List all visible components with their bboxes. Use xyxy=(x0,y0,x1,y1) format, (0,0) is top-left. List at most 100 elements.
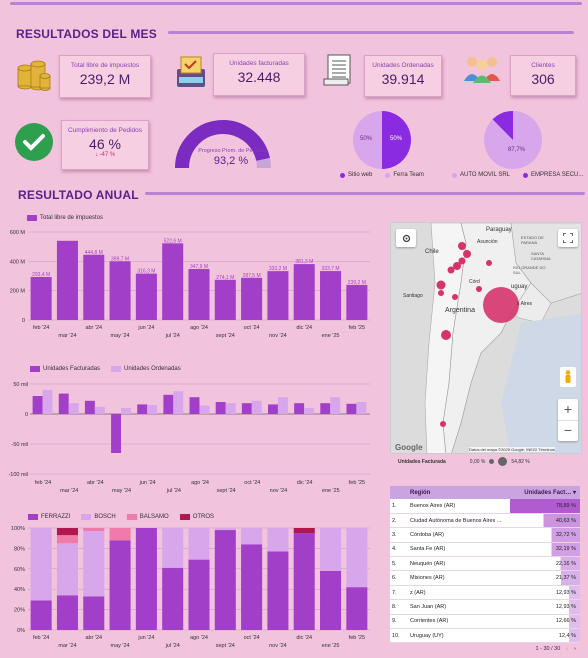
region-cell: 1. Buenos Aires (AR) xyxy=(390,499,510,514)
kpi-value: 306 xyxy=(531,71,555,87)
bar-segment xyxy=(346,528,368,588)
region-name: Ciudad Autónoma de Buenos Aires ... xyxy=(410,517,502,524)
kpi-value: 239,2 M xyxy=(79,71,131,87)
bar xyxy=(330,397,341,414)
bar-segment xyxy=(83,531,105,597)
section-title-month: RESULTADOS DEL MES xyxy=(16,27,157,41)
zoom-in-button[interactable]: + xyxy=(563,401,573,417)
map-scale-max: 54,82 % xyxy=(511,458,530,465)
region-cell: 7. z (AR) xyxy=(390,585,510,601)
row-index: 8. xyxy=(392,603,397,610)
data-label: 287,5 M xyxy=(243,273,261,279)
y-tick-label: 600 M xyxy=(10,230,26,236)
table-row[interactable]: 2. Ciudad Autónoma de Buenos Aires ... 40,… xyxy=(390,513,580,529)
bar xyxy=(267,271,289,320)
legend-swatch xyxy=(179,514,190,520)
chart-marcas[interactable]: 0% 20% 40% 60% 80% 100% feb '24 abr '24 jun '24 a… xyxy=(4,522,376,654)
table-row[interactable]: 3. Córdoba (AR) 32,72 % xyxy=(390,527,580,543)
region-cell: 10. Uruguay (UY) xyxy=(390,628,510,644)
bar xyxy=(199,405,210,414)
prev-page-icon[interactable]: ‹ xyxy=(566,646,569,653)
chart-unidades[interactable]: -100 mil -50 mil 0 50 mil feb '24 abr '24 jun … xyxy=(4,374,376,496)
bar-segment xyxy=(267,551,289,630)
kpi-clientes[interactable]: Clientes 306 xyxy=(510,55,576,96)
map-panel[interactable]: Paraguay Asunción Chile Santiago Argenti… xyxy=(390,222,582,454)
table-row[interactable]: 10. Uruguay (UY) 12,4 % xyxy=(390,628,580,644)
bar-segment xyxy=(320,528,342,571)
bar-segment xyxy=(162,567,184,630)
bar-segment xyxy=(320,570,342,630)
x-tick-label: nov '24 xyxy=(269,643,287,649)
bar xyxy=(68,403,79,414)
region-name: z (AR) xyxy=(410,589,426,596)
bar-segment xyxy=(83,528,105,532)
kpi-total-sin-impuestos[interactable]: Total libre de impuestos 239,2 M xyxy=(59,55,151,98)
bar-segment xyxy=(346,587,368,630)
bar-segment xyxy=(56,543,78,596)
x-tick-label: mar '24 xyxy=(58,643,76,649)
table-row[interactable]: 6. Misiones (AR) 21,37 % xyxy=(390,570,580,586)
map-label-buenos-aires: s Aires xyxy=(517,301,533,307)
region-table[interactable]: Región Unidades Fact… ▾ 1. Buenos Aires (… xyxy=(390,486,580,656)
map-fullscreen-button[interactable] xyxy=(558,229,578,247)
table-row[interactable]: 4. Santa Fe (AR) 32,19 % xyxy=(390,542,580,558)
kpi-unidades-ordenadas[interactable]: Unidades Ordenadas 39.914 xyxy=(364,55,442,97)
table-row[interactable]: 1. Buenos Aires (AR) 78,89 % xyxy=(390,499,580,514)
x-tick-label: ene '25 xyxy=(322,643,340,649)
map-recenter-button[interactable] xyxy=(396,229,416,247)
table-row[interactable]: 9. Corrientes (AR) 12,66 % xyxy=(390,614,580,630)
map-attribution[interactable]: Datos del mapa ©2025 Google, INEGI Térmi… xyxy=(469,447,555,452)
pegman-button[interactable] xyxy=(560,367,576,387)
bar xyxy=(304,408,315,414)
y-tick-label: 0% xyxy=(17,628,25,634)
bar-segment xyxy=(30,528,52,601)
table-row[interactable]: 5. Neuquén (AR) 22,16 % xyxy=(390,556,580,572)
bar xyxy=(162,243,184,320)
units-cell: 12,66 % xyxy=(510,614,580,630)
x-tick-label: dic '24 xyxy=(296,635,312,641)
region-name: San Juan (AR) xyxy=(410,603,447,610)
pie-clientes[interactable] xyxy=(483,110,543,170)
kpi-label: Total libre de impuestos xyxy=(70,62,140,69)
next-page-icon[interactable]: › xyxy=(574,646,576,653)
pie-canal[interactable] xyxy=(352,110,412,170)
gauge-progreso[interactable] xyxy=(172,108,274,174)
bar xyxy=(109,261,131,320)
legend-label: EMPRESA SECU... xyxy=(531,172,584,178)
zoom-out-button[interactable]: − xyxy=(558,420,578,441)
data-label: 522,6 M xyxy=(164,238,182,244)
y-tick-label: -100 mil xyxy=(8,472,28,478)
region-name: Neuquén (AR) xyxy=(410,560,446,567)
region-cell: 6. Misiones (AR) xyxy=(390,570,510,586)
x-tick-label: ago '24 xyxy=(191,480,209,486)
table-row[interactable]: 8. San Juan (AR) 12,93 % xyxy=(390,599,580,615)
row-index: 6. xyxy=(392,575,397,582)
map-label-chile: Chile xyxy=(425,249,439,255)
chart-total-libre[interactable]: 0 200 M 400 M 600 M 293,4 M 444,8 M 399,7 M 316… xyxy=(4,224,376,344)
bar-segment xyxy=(56,528,78,536)
units-cell: 12,93 % xyxy=(510,585,580,601)
chart2-legend: Unidades Facturadas Unidades Ordenadas xyxy=(30,366,181,372)
bar xyxy=(94,406,105,414)
kpi-unidades-facturadas[interactable]: Unidades facturadas 32.448 xyxy=(213,53,305,96)
table-header-unidades[interactable]: Unidades Fact… ▾ xyxy=(524,490,576,496)
kpi-cumplimiento[interactable]: Cumplimiento de Pedidos 46 % ↓ -47 % xyxy=(61,120,149,170)
bar xyxy=(83,254,105,320)
bar xyxy=(121,408,131,414)
x-tick-label: feb '25 xyxy=(349,480,365,486)
map-label-santa-catarina: SANTA CATARINA xyxy=(531,251,551,261)
annual-divider xyxy=(145,192,585,195)
table-row[interactable]: 7. z (AR) 12,93 % xyxy=(390,585,580,601)
map-label-rio-grande: RIO GRANDE DO SUL xyxy=(513,265,546,275)
bar-segment xyxy=(162,528,184,568)
x-tick-label: oct '24 xyxy=(244,635,260,641)
x-tick-label: sept '24 xyxy=(216,643,235,649)
table-header-region[interactable]: Región xyxy=(410,489,431,496)
region-cell: 8. San Juan (AR) xyxy=(390,599,510,615)
legend-dot xyxy=(523,172,529,178)
y-tick-label: 200 M xyxy=(10,289,26,295)
x-tick-label: abr '24 xyxy=(85,635,102,641)
x-tick-label: nov '24 xyxy=(270,488,288,494)
x-tick-label: abr '24 xyxy=(85,325,102,331)
map-label-cordoba: Córd xyxy=(469,279,480,285)
